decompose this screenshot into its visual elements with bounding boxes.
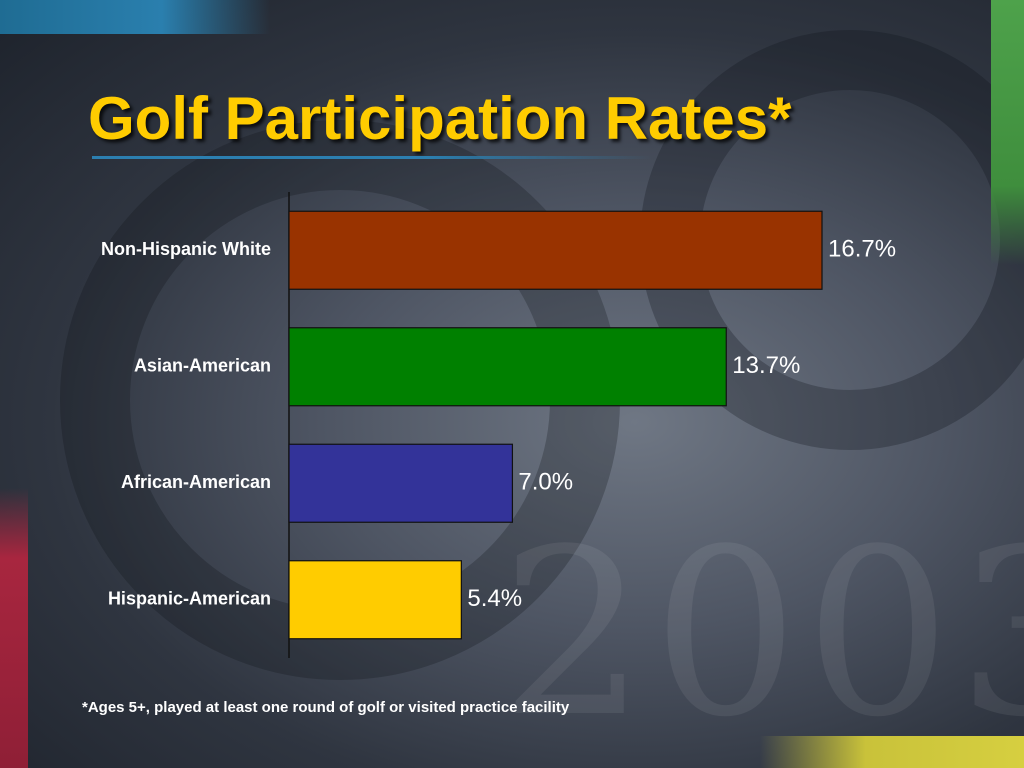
category-label-non-hispanic-white: Non-Hispanic White (101, 239, 271, 259)
value-label-african-american: 7.0% (518, 469, 573, 496)
category-label-asian-american: Asian-American (134, 356, 271, 376)
slide-title: Golf Participation Rates* (88, 85, 792, 152)
accent-bar-yellow (760, 736, 1024, 768)
bar-non-hispanic-white (288, 210, 823, 290)
footnote: *Ages 5+, played at least one round of g… (82, 699, 570, 716)
accent-bar-red (0, 488, 28, 768)
accent-bar-green (991, 0, 1024, 265)
bar-group: Non-Hispanic White 16.7% Asian-American 13.… (101, 210, 896, 640)
value-label-asian-american: 13.7% (732, 352, 800, 379)
category-label-african-american: African-American (121, 472, 271, 492)
accent-bar-blue (0, 0, 270, 34)
category-label-hispanic-american: Hispanic-American (108, 589, 271, 609)
value-label-hispanic-american: 5.4% (467, 585, 522, 612)
bar-african-american (288, 443, 514, 523)
bar-hispanic-american (288, 560, 462, 640)
background-watermark: 2003 (500, 501, 1024, 768)
bar-asian-american (288, 327, 727, 407)
title-underline (92, 156, 652, 159)
value-label-non-hispanic-white: 16.7% (828, 236, 896, 263)
